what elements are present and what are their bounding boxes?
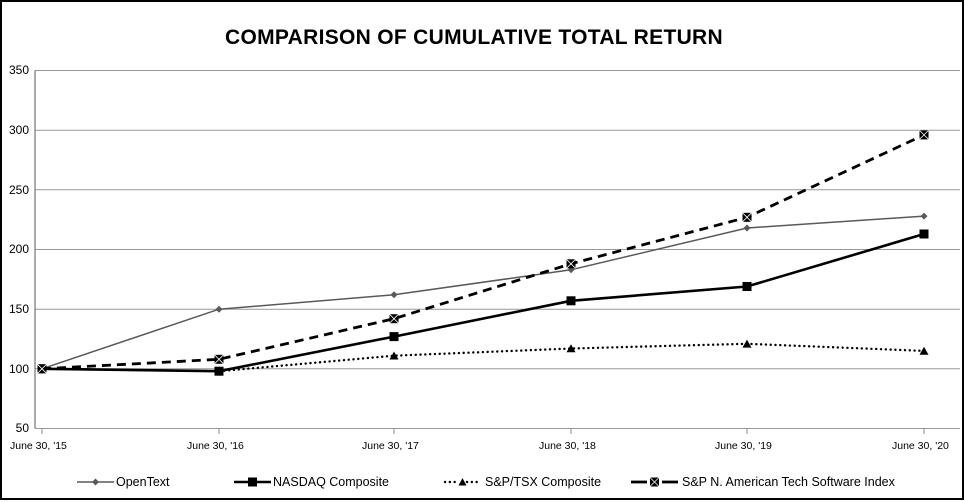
svg-text:50: 50 bbox=[16, 421, 30, 435]
svg-text:June 30, '15: June 30, '15 bbox=[10, 440, 67, 452]
svg-text:300: 300 bbox=[9, 123, 29, 137]
svg-text:June 30, '17: June 30, '17 bbox=[362, 440, 419, 452]
svg-text:OpenText: OpenText bbox=[116, 475, 170, 489]
svg-text:350: 350 bbox=[9, 63, 29, 77]
svg-text:June 30, '19: June 30, '19 bbox=[715, 440, 772, 452]
svg-text:200: 200 bbox=[9, 242, 29, 256]
svg-text:S&P N. American Tech Software: S&P N. American Tech Software Index bbox=[682, 475, 896, 489]
svg-text:S&P/TSX Composite: S&P/TSX Composite bbox=[485, 475, 601, 489]
svg-text:150: 150 bbox=[9, 302, 29, 316]
svg-text:250: 250 bbox=[9, 183, 29, 197]
svg-text:100: 100 bbox=[9, 362, 29, 376]
svg-text:NASDAQ Composite: NASDAQ Composite bbox=[273, 475, 389, 489]
svg-text:June 30, '20: June 30, '20 bbox=[892, 440, 949, 452]
svg-text:June 30, '16: June 30, '16 bbox=[187, 440, 244, 452]
svg-text:June 30, '18: June 30, '18 bbox=[539, 440, 596, 452]
